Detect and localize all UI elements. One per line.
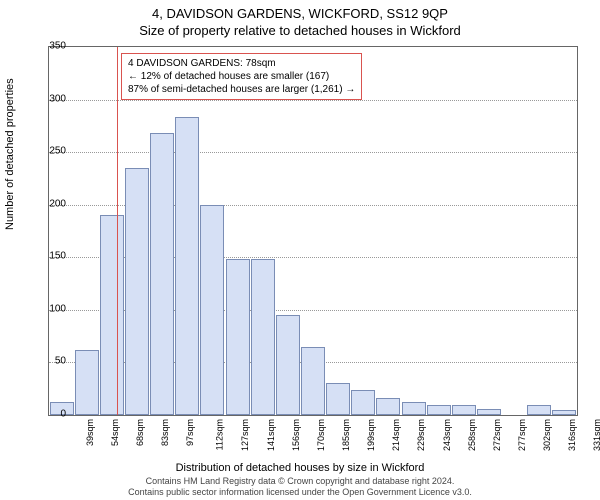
histogram-bar (452, 405, 476, 416)
y-tick-label: 100 (42, 303, 66, 314)
y-tick-label: 150 (42, 251, 66, 262)
histogram-bar (402, 402, 426, 415)
histogram-bar (552, 410, 576, 415)
x-tick-label: 83sqm (160, 419, 170, 446)
histogram-bar (527, 405, 551, 416)
histogram-bar (175, 117, 199, 415)
y-axis-label: Number of detached properties (4, 78, 16, 230)
x-tick-label: 258sqm (467, 419, 477, 451)
gridline (49, 100, 577, 101)
histogram-bar (200, 205, 224, 415)
x-tick-label: 199sqm (366, 419, 376, 451)
annotation-line1: 4 DAVIDSON GARDENS: 78sqm (128, 57, 355, 70)
histogram-bar (427, 405, 451, 416)
footer-line2: Contains public sector information licen… (0, 487, 600, 498)
x-tick-label: 156sqm (291, 419, 301, 451)
annotation-line2: ← 12% of detached houses are smaller (16… (128, 70, 355, 83)
title-line2: Size of property relative to detached ho… (0, 21, 600, 38)
histogram-bar (301, 347, 325, 415)
annotation-box: 4 DAVIDSON GARDENS: 78sqm ← 12% of detac… (121, 53, 362, 100)
x-axis-label: Distribution of detached houses by size … (0, 462, 600, 474)
x-tick-label: 243sqm (442, 419, 452, 451)
histogram-bar (351, 390, 375, 415)
y-tick-label: 50 (42, 356, 66, 367)
y-tick-label: 300 (42, 93, 66, 104)
x-tick-label: 272sqm (492, 419, 502, 451)
x-tick-label: 39sqm (85, 419, 95, 446)
histogram-bar (376, 398, 400, 415)
y-tick-label: 250 (42, 146, 66, 157)
x-tick-label: 68sqm (135, 419, 145, 446)
histogram-bar (251, 259, 275, 415)
y-tick-label: 200 (42, 198, 66, 209)
plot-area: 4 DAVIDSON GARDENS: 78sqm ← 12% of detac… (48, 46, 578, 416)
histogram-bar (75, 350, 99, 415)
histogram-bar (477, 409, 501, 415)
histogram-bar (226, 259, 250, 415)
x-tick-label: 112sqm (215, 419, 225, 450)
gridline (49, 152, 577, 153)
x-tick-label: 127sqm (240, 419, 250, 451)
y-tick-label: 350 (42, 41, 66, 52)
x-tick-label: 302sqm (542, 419, 552, 451)
x-tick-label: 229sqm (416, 419, 426, 451)
x-tick-label: 185sqm (341, 419, 351, 451)
histogram-bar (276, 315, 300, 415)
histogram-bar (125, 168, 149, 415)
chart-container: 4, DAVIDSON GARDENS, WICKFORD, SS12 9QP … (0, 0, 600, 500)
histogram-bar (326, 383, 350, 415)
x-tick-label: 97sqm (185, 419, 195, 446)
x-tick-label: 54sqm (110, 419, 120, 446)
x-tick-label: 331sqm (592, 419, 600, 451)
annotation-line3: 87% of semi-detached houses are larger (… (128, 83, 355, 96)
x-tick-label: 170sqm (316, 419, 326, 451)
histogram-bar (150, 133, 174, 415)
x-tick-label: 141sqm (266, 419, 276, 451)
y-tick-label: 0 (42, 409, 66, 420)
reference-line (117, 47, 118, 415)
footer-attribution: Contains HM Land Registry data © Crown c… (0, 476, 600, 498)
x-tick-label: 277sqm (517, 419, 527, 451)
footer-line1: Contains HM Land Registry data © Crown c… (0, 476, 600, 487)
histogram-bar (100, 215, 124, 415)
x-tick-label: 214sqm (391, 419, 401, 451)
title-line1: 4, DAVIDSON GARDENS, WICKFORD, SS12 9QP (0, 0, 600, 21)
x-tick-label: 316sqm (567, 419, 577, 451)
